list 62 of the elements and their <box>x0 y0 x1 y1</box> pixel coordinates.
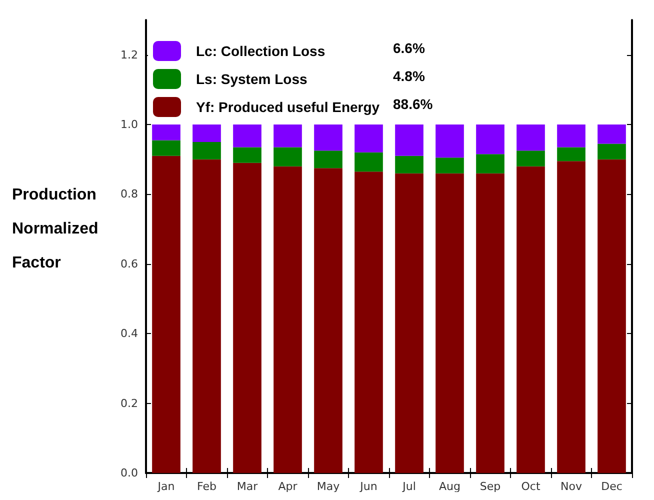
y-tick-label: 0.4 <box>120 327 138 340</box>
bar <box>314 168 342 473</box>
x-tick-label: Nov <box>560 480 582 493</box>
x-tick-label: Oct <box>521 480 541 493</box>
bar <box>354 172 383 473</box>
bar <box>598 144 626 160</box>
bar <box>274 166 302 473</box>
legend-label: Lc: Collection Loss <box>196 43 326 59</box>
x-tick-label: Apr <box>278 480 298 493</box>
x-tick-label: Jan <box>156 480 175 493</box>
bar <box>557 147 586 162</box>
bar <box>436 124 464 158</box>
bar <box>152 156 180 473</box>
bar <box>516 150 545 166</box>
y-tick-label: 0.0 <box>120 466 138 480</box>
x-tick-label: Jul <box>402 480 416 493</box>
bar <box>354 124 383 152</box>
bar <box>557 161 586 473</box>
x-tick-label: May <box>316 480 340 493</box>
bar <box>233 147 262 163</box>
y-tick-label: 1.2 <box>120 48 138 62</box>
bar <box>354 152 383 172</box>
bar <box>516 124 545 151</box>
bar <box>557 124 586 148</box>
bar <box>395 124 424 156</box>
bar <box>152 124 180 140</box>
bar <box>476 124 504 154</box>
y-tick-label: 0.2 <box>120 396 138 410</box>
y-tick-label: 1.0 <box>120 118 138 132</box>
bar <box>436 158 464 174</box>
bar <box>476 173 504 473</box>
bar <box>314 124 342 151</box>
bar <box>233 162 262 473</box>
bar <box>598 124 626 144</box>
x-tick-label: Feb <box>197 480 216 493</box>
bar <box>233 124 262 148</box>
legend-label: Ls: System Loss <box>196 71 308 87</box>
bar <box>395 173 424 473</box>
bar <box>476 154 504 174</box>
annotation: 4.8% <box>393 68 426 84</box>
bar <box>192 159 221 473</box>
y-tick-label: 0.8 <box>120 188 138 201</box>
bar <box>152 140 180 156</box>
bar <box>192 142 221 160</box>
bar <box>436 173 464 473</box>
x-tick-label: Mar <box>236 480 258 493</box>
bar <box>274 124 302 148</box>
annotation: 6.6% <box>393 40 426 56</box>
bar <box>314 150 342 168</box>
bar <box>192 124 221 142</box>
annotation: 88.6% <box>393 96 434 112</box>
bar <box>516 166 545 473</box>
bar <box>598 159 626 473</box>
x-tick-label: Jun <box>359 480 378 493</box>
y-axis-title: Production Normalized Factor <box>12 186 103 272</box>
bar <box>395 156 424 174</box>
x-tick-label: Dec <box>601 480 622 493</box>
x-tick-label: Sep <box>480 480 501 493</box>
x-tick-label: Aug <box>439 480 460 493</box>
legend-label: Yf: Produced useful Energy <box>196 99 380 115</box>
y-tick-label: 0.6 <box>120 257 138 270</box>
bar <box>274 147 302 166</box>
